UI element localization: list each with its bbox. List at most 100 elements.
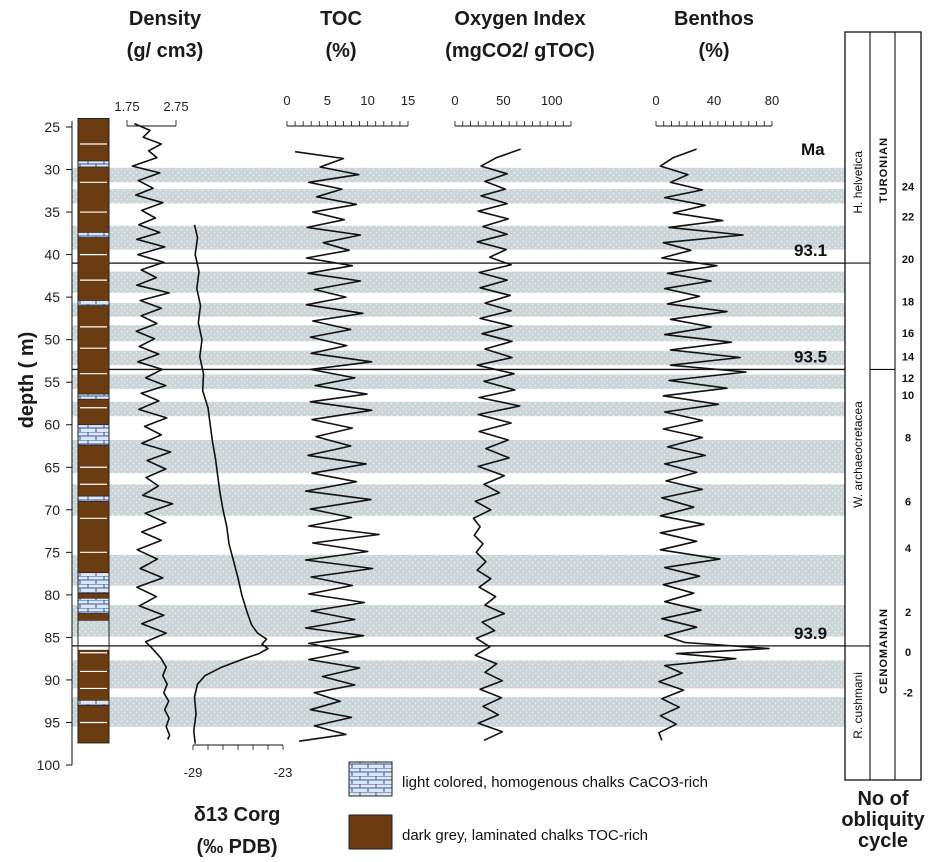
biozone-label: R. cushmani bbox=[851, 672, 865, 739]
cycle-label: 14 bbox=[902, 352, 915, 364]
gray-band bbox=[72, 167, 845, 183]
lith-light-bed bbox=[77, 597, 110, 614]
depth-tick-label: 55 bbox=[44, 374, 60, 390]
gray-band bbox=[72, 696, 845, 727]
depth-tick-label: 80 bbox=[44, 587, 60, 603]
gray-band bbox=[72, 271, 845, 293]
panel-bottom-title-d13c: (‰ PDB) bbox=[196, 836, 277, 858]
panel-title-oi: (mgCO2/ gTOC) bbox=[445, 40, 595, 62]
depth-tick-label: 45 bbox=[44, 289, 60, 305]
legend-swatch-dark bbox=[348, 814, 393, 850]
curve-panels: Density (g/ cm3) 1.75 2.75 δ13 Corg (‰ PDB) -2… bbox=[114, 8, 779, 858]
biozone-label: H. helvetica bbox=[851, 151, 865, 214]
gray-band bbox=[72, 554, 845, 586]
age-label: 93.1 bbox=[794, 241, 827, 260]
panel-title-density: (g/ cm3) bbox=[127, 40, 204, 62]
age-unit-label: Ma bbox=[801, 140, 825, 159]
strat-frame bbox=[844, 31, 922, 781]
panel-tick-label: 1.75 bbox=[114, 99, 139, 114]
cycle-label: 16 bbox=[902, 328, 914, 340]
age-label: 93.5 bbox=[794, 347, 827, 366]
lith-dark-bed bbox=[77, 649, 110, 701]
curve-oxygen_index bbox=[472, 148, 521, 742]
panel-title-toc: (%) bbox=[325, 40, 356, 62]
cycle-label: 10 bbox=[902, 390, 914, 402]
depth-tick-label: 50 bbox=[44, 332, 60, 348]
legend-label-light: light colored, homogenous chalks CaCO3-r… bbox=[402, 774, 708, 791]
stage-label: CENOMANIAN bbox=[878, 608, 890, 694]
panel-tick-label: 10 bbox=[360, 93, 374, 108]
panel-tick-label: 50 bbox=[496, 93, 510, 108]
cycle-label: 12 bbox=[902, 373, 914, 385]
depth-tick-label: 60 bbox=[44, 417, 60, 433]
gray-band bbox=[72, 374, 845, 390]
lith-dark-bed bbox=[77, 237, 110, 301]
depth-tick-label: 35 bbox=[44, 204, 60, 220]
biozone-label: W. archaeocretacea bbox=[851, 401, 865, 508]
legend: light colored, homogenous chalks CaCO3-r… bbox=[348, 761, 708, 850]
gray-band bbox=[72, 605, 845, 637]
lith-light-bed bbox=[77, 232, 110, 238]
cycle-label: 0 bbox=[905, 647, 911, 659]
depth-tick-label: 40 bbox=[44, 247, 60, 263]
lith-column-frame bbox=[77, 117, 110, 744]
lith-light-bed bbox=[77, 160, 110, 168]
panel-tick-label: 80 bbox=[765, 93, 779, 108]
gray-band bbox=[72, 303, 845, 317]
legend-swatch-light bbox=[348, 761, 393, 797]
panel-tick-label: 15 bbox=[401, 93, 415, 108]
legend-label-dark: dark grey, laminated chalks TOC-rich bbox=[402, 827, 648, 844]
panel-title-density: Density bbox=[129, 8, 202, 30]
lith-dark-bed bbox=[77, 118, 110, 162]
depth-tick-label: 30 bbox=[44, 162, 60, 178]
cycle-label: 8 bbox=[905, 432, 911, 444]
lith-light-bed bbox=[77, 700, 110, 706]
cycle-label: 20 bbox=[902, 254, 914, 266]
gray-band bbox=[72, 325, 845, 342]
lith-dark-bed bbox=[77, 305, 110, 395]
lith-light-bed bbox=[77, 424, 110, 446]
lith-dark-bed bbox=[77, 500, 110, 574]
cycle-label: -2 bbox=[903, 688, 913, 700]
curve-d13c bbox=[193, 224, 269, 744]
cycle-label: 4 bbox=[905, 543, 912, 555]
depth-tick-label: 25 bbox=[44, 119, 60, 135]
panel-tick-label: 0 bbox=[283, 93, 290, 108]
cycle-caption: No of bbox=[857, 788, 908, 810]
depth-tick-label: 100 bbox=[37, 757, 61, 773]
depth-tick-label: 75 bbox=[44, 544, 60, 560]
curve-benthos bbox=[658, 148, 770, 741]
panel-tick-label: 5 bbox=[324, 93, 331, 108]
gray-band bbox=[72, 225, 845, 250]
panel-title-toc: TOC bbox=[320, 8, 362, 30]
panel-tick-label: 100 bbox=[541, 93, 563, 108]
lith-light-bed bbox=[77, 300, 110, 306]
stage-label: TURONIAN bbox=[878, 137, 890, 203]
gray-band bbox=[72, 484, 845, 516]
panel-tick-label: 2.75 bbox=[163, 99, 188, 114]
lith-dark-bed bbox=[77, 592, 110, 599]
curve-toc bbox=[294, 150, 380, 742]
gray-band bbox=[72, 350, 845, 366]
depth-tick-label: 90 bbox=[44, 672, 60, 688]
panel-title-benthos: (%) bbox=[698, 40, 729, 62]
gray-bands-layer bbox=[72, 167, 845, 727]
gray-band bbox=[72, 189, 845, 204]
panel-bottom-title-d13c: δ13 Corg bbox=[194, 804, 281, 826]
lithology-column bbox=[77, 117, 110, 744]
cycle-label: 22 bbox=[902, 211, 914, 223]
cycle-label: 24 bbox=[902, 182, 915, 194]
depth-tick-label: 95 bbox=[44, 714, 60, 730]
panel-tick-label: -29 bbox=[184, 765, 203, 780]
gray-band bbox=[72, 440, 845, 474]
panel-title-benthos: Benthos bbox=[674, 8, 754, 30]
lith-dark-bed bbox=[77, 705, 110, 744]
panel-tick-label: 0 bbox=[451, 93, 458, 108]
lith-light-bed bbox=[77, 393, 110, 400]
panel-tick-label: -23 bbox=[274, 765, 293, 780]
gray-band bbox=[72, 401, 845, 417]
lith-light-bed bbox=[77, 572, 110, 594]
age-label: 93.9 bbox=[794, 624, 827, 643]
